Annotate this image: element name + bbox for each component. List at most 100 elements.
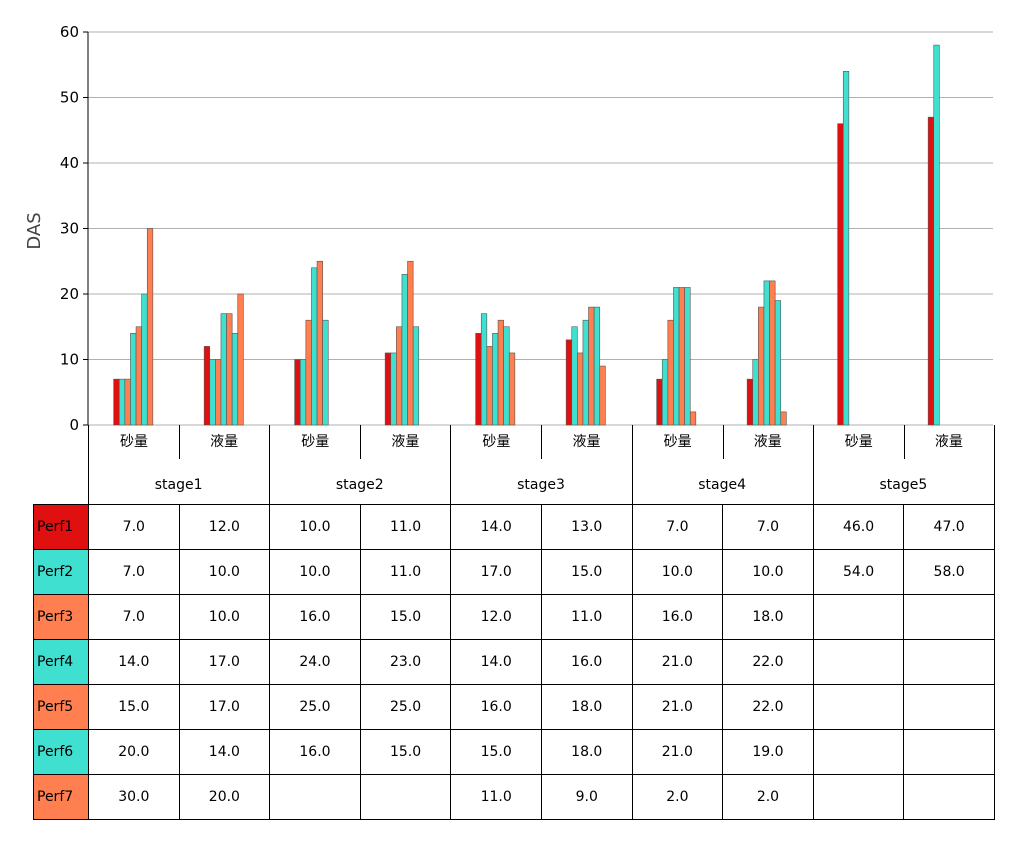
table-cell: 16.0	[269, 728, 361, 775]
subcategory-label: 砂量	[120, 434, 149, 450]
bar-perf6	[593, 306, 601, 426]
bar-perf6	[684, 287, 691, 426]
category-header: 液量 stage4	[698, 425, 814, 505]
bar-perf3	[577, 352, 584, 426]
table-cell: 11.0	[540, 593, 633, 640]
bar-perf7	[237, 293, 244, 426]
bar-perf7	[146, 228, 154, 426]
subcategory-label: 液量	[210, 434, 239, 450]
bar-perf1	[203, 346, 211, 426]
subcategory-label: 砂量	[663, 434, 692, 450]
y-tick-label: 50	[60, 89, 79, 107]
subcategory-divider	[903, 425, 905, 459]
table-row: Perf7 30.0 20.0 11.0 9.0 2.0 2.0	[33, 773, 995, 820]
bar-perf3	[758, 306, 765, 426]
bar-perf5	[135, 326, 142, 426]
table-cell: 17.0	[178, 638, 271, 685]
table-row: Perf6 20.0 14.0 16.0 15.0 15.0 18.0 21.0 19.0	[33, 728, 995, 775]
table-cell: 22.0	[722, 683, 814, 730]
table-cell: 15.0	[450, 728, 542, 775]
bar-perf5	[316, 260, 323, 426]
series-label-perf3: Perf3	[33, 593, 89, 640]
bar-perf1	[565, 339, 573, 426]
bar-perf4	[582, 319, 589, 426]
table-cell: 30.0	[88, 773, 180, 820]
subcategory-label: 液量	[753, 434, 782, 450]
subcategory-divider	[722, 425, 724, 459]
table-cell: 54.0	[812, 548, 905, 595]
stage-label: stage3	[517, 477, 565, 493]
table-cell: 7.0	[88, 593, 180, 640]
table-cell: 9.0	[540, 773, 633, 820]
bar-perf2	[842, 71, 850, 426]
table-header-row: 砂量 液量 stage1 砂量 液量 stage2 砂量 液量 stage3 砂量 液量 stage4…	[33, 425, 995, 505]
bar-perf2	[933, 44, 940, 426]
table-row: Perf2 7.0 10.0 10.0 11.0 17.0 15.0 10.0 10.0 54.0…	[33, 548, 995, 595]
table-cell: 7.0	[88, 548, 180, 595]
subcategory-label: 砂量	[482, 434, 511, 450]
bar-perf2	[209, 359, 216, 426]
table-cell: 11.0	[359, 503, 452, 550]
bar-perf3	[215, 359, 222, 426]
table-cell	[812, 593, 905, 640]
table-cell: 7.0	[722, 503, 814, 550]
table-cell: 10.0	[178, 593, 271, 640]
bar-perf1	[113, 378, 120, 426]
table-cell	[812, 728, 905, 775]
table-corner	[33, 425, 89, 504]
stage-label: stage5	[879, 477, 928, 493]
series-label-perf2: Perf2	[33, 548, 89, 595]
bar-perf4	[492, 332, 499, 426]
table-row: Perf3 7.0 10.0 16.0 15.0 12.0 11.0 16.0 18.0	[33, 593, 995, 640]
bar-perf2	[752, 359, 759, 426]
series-label-perf4: Perf4	[33, 638, 89, 685]
category-header: 砂量	[631, 425, 723, 505]
table-cell	[903, 683, 995, 730]
table-cell	[269, 773, 361, 820]
table-cell: 11.0	[450, 773, 542, 820]
bar-perf3	[667, 319, 674, 426]
table-cell: 13.0	[540, 503, 633, 550]
bar-perf5	[769, 280, 776, 426]
bar-perf4	[130, 332, 137, 426]
category-header: 液量 stage3	[517, 425, 633, 505]
bar-perf7	[780, 411, 787, 426]
table-cell: 12.0	[178, 503, 271, 550]
bar-perf1	[475, 332, 482, 426]
table-cell: 2.0	[722, 773, 814, 820]
bar-perf6	[774, 300, 782, 426]
table-cell: 20.0	[178, 773, 271, 820]
bar-perf1	[837, 123, 844, 426]
table-cell	[359, 773, 452, 820]
bar-perf1	[294, 359, 301, 426]
y-tick-label: 40	[60, 154, 79, 172]
bar-perf3	[486, 346, 493, 426]
bar-perf3	[124, 378, 131, 426]
subcategory-label: 液量	[572, 434, 601, 450]
table-cell	[903, 773, 995, 820]
bar-perf5	[678, 287, 685, 426]
table-cell: 16.0	[540, 638, 633, 685]
bar-perf4	[673, 287, 680, 426]
table-cell	[812, 638, 905, 685]
table-cell: 25.0	[359, 683, 452, 730]
series-label-perf6: Perf6	[33, 728, 89, 775]
table-cell: 21.0	[631, 728, 724, 775]
stage-label: stage1	[154, 477, 203, 493]
category-header: 砂量	[812, 425, 904, 505]
table-cell: 10.0	[178, 548, 271, 595]
table-cell: 22.0	[722, 638, 814, 685]
table-cell: 7.0	[631, 503, 724, 550]
table-cell: 14.0	[88, 638, 180, 685]
table-cell: 18.0	[540, 728, 633, 775]
table-cell: 16.0	[269, 593, 361, 640]
subcategory-divider	[179, 425, 181, 459]
bar-perf2	[118, 378, 126, 426]
y-axis-label: DAS	[24, 212, 45, 249]
table-cell	[812, 773, 905, 820]
stage-label: stage4	[698, 477, 747, 493]
table-cell	[903, 728, 995, 775]
table-cell: 21.0	[631, 638, 724, 685]
bars	[113, 44, 940, 426]
stage-label: stage2	[335, 477, 384, 493]
